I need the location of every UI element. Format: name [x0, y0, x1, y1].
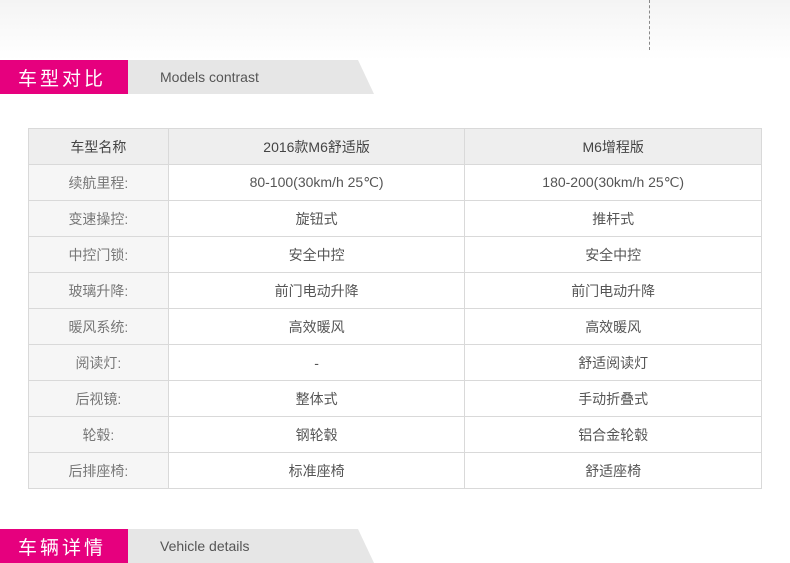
section-title-en: Models contrast [128, 60, 358, 94]
row-val: 80-100(30km/h 25℃) [168, 165, 465, 201]
col-header-name: 车型名称 [29, 129, 169, 165]
row-label: 续航里程: [29, 165, 169, 201]
row-val: - [168, 345, 465, 381]
row-val: 安全中控 [465, 237, 762, 273]
table-row: 阅读灯:-舒适阅读灯 [29, 345, 762, 381]
comparison-table-wrap: 车型名称 2016款M6舒适版 M6增程版 续航里程:80-100(30km/h… [0, 94, 790, 529]
section-title-cn: 车辆详情 [0, 529, 128, 563]
row-val: 钢轮毂 [168, 417, 465, 453]
comparison-table: 车型名称 2016款M6舒适版 M6增程版 续航里程:80-100(30km/h… [28, 128, 762, 489]
row-val: 前门电动升降 [465, 273, 762, 309]
col-header-model1: 2016款M6舒适版 [168, 129, 465, 165]
table-body: 续航里程:80-100(30km/h 25℃)180-200(30km/h 25… [29, 165, 762, 489]
row-val: 舒适阅读灯 [465, 345, 762, 381]
table-row: 暖风系统:高效暖风高效暖风 [29, 309, 762, 345]
row-val: 整体式 [168, 381, 465, 417]
section-header-details: 车辆详情 Vehicle details [0, 529, 790, 563]
section-title-cn: 车型对比 [0, 60, 128, 94]
row-label: 阅读灯: [29, 345, 169, 381]
row-label: 变速操控: [29, 201, 169, 237]
row-val: 安全中控 [168, 237, 465, 273]
row-val: 舒适座椅 [465, 453, 762, 489]
row-label: 轮毂: [29, 417, 169, 453]
row-val: 180-200(30km/h 25℃) [465, 165, 762, 201]
table-row: 后视镜:整体式手动折叠式 [29, 381, 762, 417]
table-row: 玻璃升降:前门电动升降前门电动升降 [29, 273, 762, 309]
top-spacer [0, 0, 790, 60]
table-row: 变速操控:旋钮式推杆式 [29, 201, 762, 237]
row-label: 玻璃升降: [29, 273, 169, 309]
row-val: 前门电动升降 [168, 273, 465, 309]
section-title-en: Vehicle details [128, 529, 358, 563]
row-val: 铝合金轮毂 [465, 417, 762, 453]
row-val: 高效暖风 [465, 309, 762, 345]
row-val: 旋钮式 [168, 201, 465, 237]
table-row: 后排座椅:标准座椅舒适座椅 [29, 453, 762, 489]
row-val: 手动折叠式 [465, 381, 762, 417]
row-val: 高效暖风 [168, 309, 465, 345]
row-label: 后排座椅: [29, 453, 169, 489]
row-label: 后视镜: [29, 381, 169, 417]
table-row: 续航里程:80-100(30km/h 25℃)180-200(30km/h 25… [29, 165, 762, 201]
row-val: 推杆式 [465, 201, 762, 237]
section-header-contrast: 车型对比 Models contrast [0, 60, 790, 94]
table-row: 轮毂:钢轮毂铝合金轮毂 [29, 417, 762, 453]
col-header-model2: M6增程版 [465, 129, 762, 165]
table-header-row: 车型名称 2016款M6舒适版 M6增程版 [29, 129, 762, 165]
row-label: 暖风系统: [29, 309, 169, 345]
table-row: 中控门锁:安全中控安全中控 [29, 237, 762, 273]
row-val: 标准座椅 [168, 453, 465, 489]
row-label: 中控门锁: [29, 237, 169, 273]
